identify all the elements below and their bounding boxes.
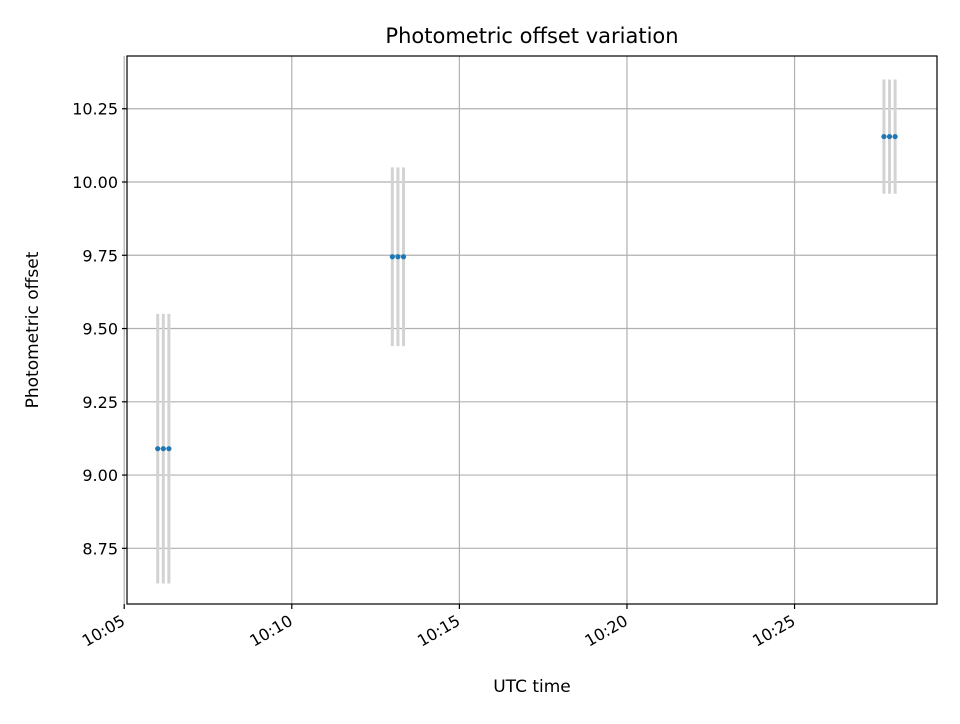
y-tick-label: 9.25: [82, 393, 118, 412]
data-point: [892, 133, 898, 140]
x-tick-label: 10:10: [246, 611, 295, 651]
y-tick-label: 9.00: [82, 466, 118, 485]
data-points: [155, 133, 898, 452]
y-axis-ticks: 8.75 9.00 9.25 9.50 9.75 10.00 10.25: [72, 100, 127, 558]
data-point: [389, 254, 395, 260]
data-point: [160, 446, 166, 452]
data-point: [886, 133, 893, 140]
grid: [123, 56, 937, 604]
data-point: [881, 133, 887, 140]
y-tick-label: 10.00: [72, 173, 118, 192]
x-tick-label: 10:15: [414, 611, 463, 651]
x-tick-label: 10:25: [749, 611, 798, 651]
x-axis-label: UTC time: [493, 677, 571, 697]
data-point: [155, 446, 161, 452]
y-tick-label: 9.75: [82, 246, 118, 265]
y-tick-label: 10.25: [72, 100, 118, 119]
y-axis-label: Photometric offset: [23, 251, 43, 408]
data-point: [166, 446, 172, 452]
x-axis-ticks: 10:05 10:10 10:15 10:20 10:25: [79, 604, 799, 651]
data-point: [400, 254, 407, 260]
chart-title: Photometric offset variation: [385, 24, 678, 48]
plot-frame: [126, 55, 938, 605]
error-bars: [156, 79, 897, 584]
x-tick-label: 10:05: [79, 611, 128, 651]
y-tick-label: 9.50: [82, 320, 118, 339]
data-point: [395, 254, 401, 260]
x-tick-label: 10:20: [582, 611, 631, 651]
y-tick-label: 8.75: [82, 539, 118, 558]
